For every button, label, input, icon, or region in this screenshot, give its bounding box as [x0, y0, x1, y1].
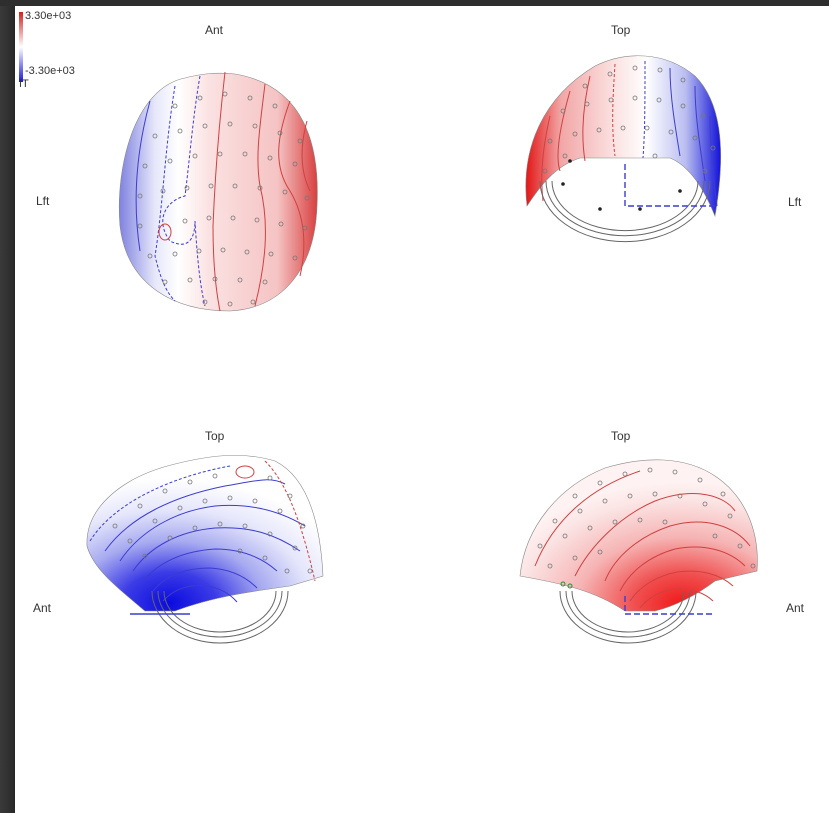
panel-bottom-left-label-top: Top [205, 429, 225, 443]
panel-bottom-right-label-top: Top [611, 429, 631, 443]
panel-top-left-label-top: Ant [205, 23, 224, 37]
panel-top-right-label-top: Top [611, 23, 631, 37]
topomap-bottom-left [86, 454, 324, 644]
panel-bottom-left-label-side: Ant [33, 601, 52, 615]
topomap-top-right [525, 55, 722, 243]
panel-top-left-label-side: Lft [36, 194, 50, 208]
head-surface [525, 55, 722, 218]
colorbar [19, 12, 23, 82]
coordinate-axes [624, 596, 715, 615]
window-top-bar [0, 0, 829, 6]
coordinate-axes [624, 164, 715, 207]
topography-canvas: 3.30e+03 -3.30e+03 fT Ant Lft Top Lft To… [15, 6, 829, 813]
colorbar-max-label: 3.30e+03 [25, 10, 72, 22]
head-surface [86, 454, 324, 612]
panel-bottom-right-label-side: Ant [786, 601, 805, 615]
topomap-figure [19, 12, 758, 644]
panel-top-right-label-side: Lft [788, 195, 802, 209]
topomap-top-left [119, 71, 318, 312]
topomap-bottom-right [519, 459, 758, 644]
colorbar-unit-label: fT [19, 78, 29, 90]
colorbar-min-label: -3.30e+03 [25, 65, 75, 77]
head-surface [519, 459, 758, 612]
